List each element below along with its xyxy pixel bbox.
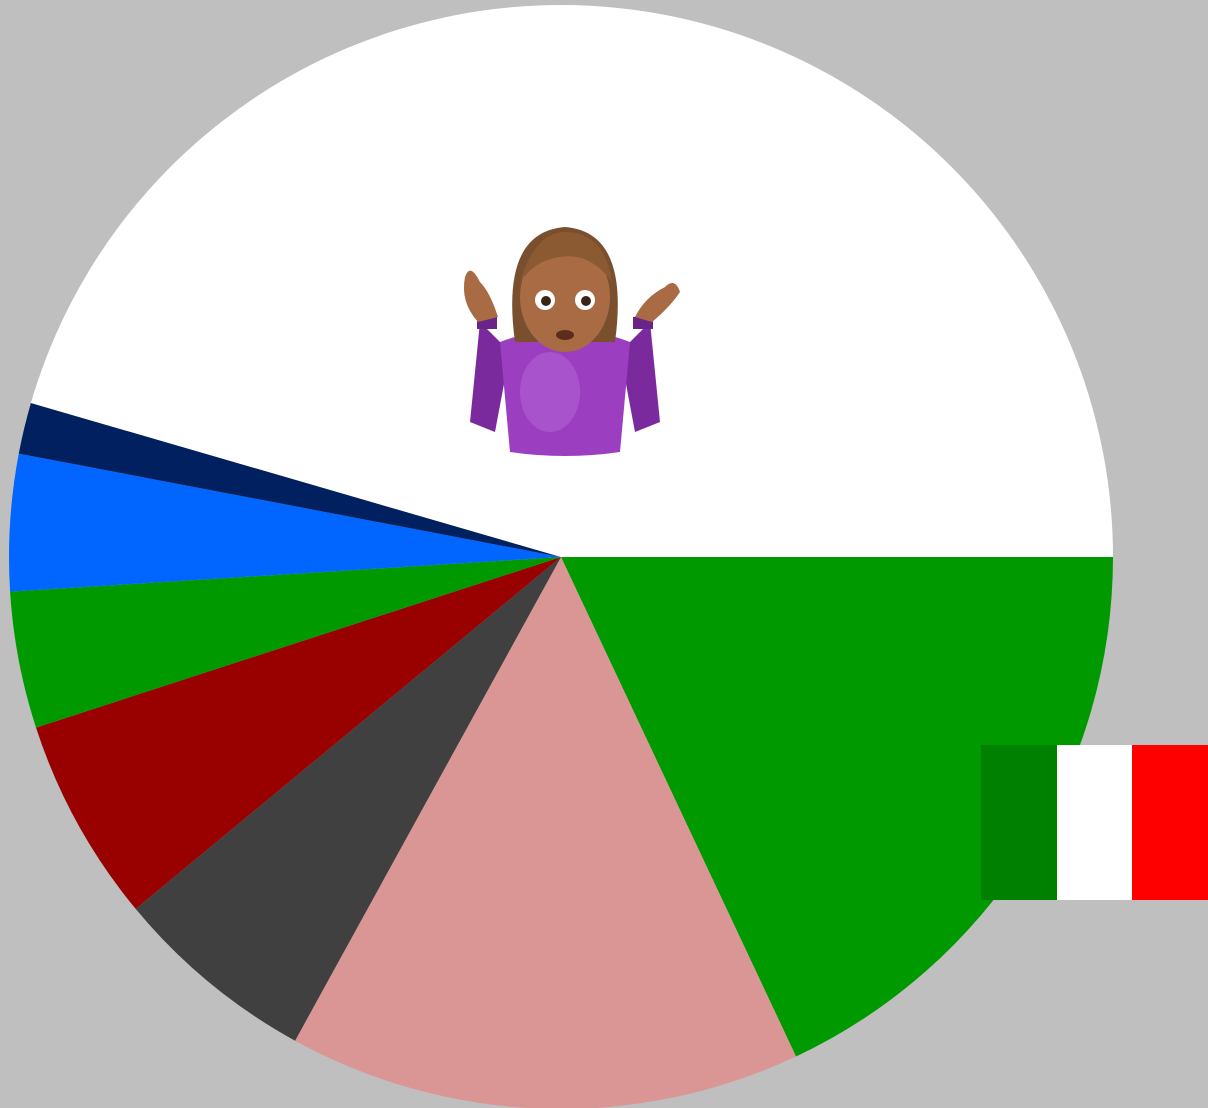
pie-slice-6 [18,402,561,557]
person-shrugging-icon [463,227,680,456]
pie-slice-4 [10,557,562,728]
pie-slice-0 [561,557,1113,1057]
pie-slice-3 [36,557,562,909]
pie-slice-5 [9,453,562,592]
pie-slice-1 [295,557,797,1108]
italy-flag-icon [981,745,1208,900]
flag-white-band [1056,745,1133,900]
flag-green-band [981,745,1057,900]
pie-slice-2 [135,557,561,1041]
flag-red-band [1132,745,1208,900]
